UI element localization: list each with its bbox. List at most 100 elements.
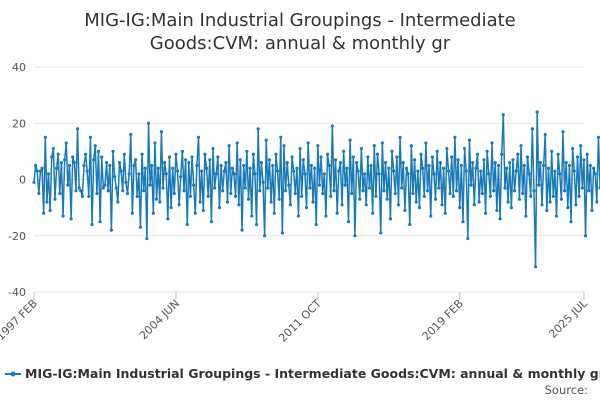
data-point[interactable] <box>54 166 59 170</box>
data-point[interactable] <box>566 206 570 210</box>
data-point[interactable] <box>417 206 422 210</box>
data-point[interactable] <box>259 161 263 165</box>
data-point[interactable] <box>167 155 172 159</box>
data-point[interactable] <box>266 186 270 190</box>
data-point[interactable] <box>53 197 57 201</box>
data-point[interactable] <box>298 146 302 151</box>
legend[interactable]: MIG-IG:Main Industrial Groupings - Inter… <box>5 366 600 381</box>
data-point[interactable] <box>300 194 304 198</box>
data-point[interactable] <box>404 166 409 170</box>
data-point[interactable] <box>475 152 480 156</box>
data-point[interactable] <box>96 149 101 153</box>
data-point[interactable] <box>571 146 575 151</box>
data-point[interactable] <box>217 206 222 210</box>
data-point[interactable] <box>256 127 260 131</box>
data-point[interactable] <box>371 211 375 215</box>
data-point[interactable] <box>472 203 476 207</box>
data-point[interactable] <box>40 166 44 170</box>
data-point[interactable] <box>363 172 367 176</box>
data-point[interactable] <box>93 144 97 148</box>
data-point[interactable] <box>330 124 334 128</box>
data-point[interactable] <box>367 186 372 190</box>
data-point[interactable] <box>117 161 122 165</box>
data-point[interactable] <box>419 152 423 156</box>
data-point[interactable] <box>340 203 344 207</box>
data-point[interactable] <box>138 225 143 229</box>
data-point[interactable] <box>219 163 223 168</box>
data-point[interactable] <box>251 152 255 156</box>
data-point[interactable] <box>514 169 518 173</box>
data-point[interactable] <box>493 161 497 165</box>
data-point[interactable] <box>316 144 320 148</box>
data-point[interactable] <box>153 141 157 145</box>
data-point[interactable] <box>556 152 560 156</box>
data-point[interactable] <box>462 146 467 151</box>
data-point[interactable] <box>567 163 572 168</box>
data-point[interactable] <box>317 183 322 187</box>
data-point[interactable] <box>382 189 386 193</box>
data-point[interactable] <box>427 163 431 168</box>
data-point[interactable] <box>327 163 331 168</box>
data-point[interactable] <box>109 228 114 232</box>
data-point[interactable] <box>461 220 465 224</box>
data-point[interactable] <box>464 169 468 173</box>
data-point[interactable] <box>485 149 489 153</box>
data-point[interactable] <box>392 169 396 173</box>
data-point[interactable] <box>304 206 309 210</box>
data-point[interactable] <box>158 200 162 204</box>
data-point[interactable] <box>501 113 505 117</box>
data-point[interactable] <box>287 183 291 187</box>
data-point[interactable] <box>134 158 138 162</box>
data-point[interactable] <box>456 158 460 162</box>
data-point[interactable] <box>64 141 68 145</box>
data-point[interactable] <box>454 189 459 193</box>
data-point[interactable] <box>495 208 499 213</box>
data-point[interactable] <box>356 169 360 173</box>
data-point[interactable] <box>422 194 426 198</box>
data-point[interactable] <box>482 158 486 162</box>
data-point[interactable] <box>293 191 297 196</box>
data-point[interactable] <box>433 197 438 201</box>
data-point[interactable] <box>279 135 283 139</box>
data-point[interactable] <box>58 191 62 196</box>
data-point[interactable] <box>575 155 580 159</box>
data-point[interactable] <box>235 141 239 145</box>
data-point[interactable] <box>324 214 328 218</box>
data-point[interactable] <box>364 203 368 207</box>
data-point[interactable] <box>187 161 191 165</box>
data-point[interactable] <box>66 183 70 187</box>
data-point[interactable] <box>448 191 452 196</box>
data-point[interactable] <box>80 194 84 198</box>
data-point[interactable] <box>343 183 347 187</box>
data-point[interactable] <box>285 161 289 165</box>
data-point[interactable] <box>540 203 544 207</box>
data-point[interactable] <box>588 163 592 168</box>
data-point[interactable] <box>506 200 510 204</box>
data-point[interactable] <box>127 172 131 176</box>
data-point[interactable] <box>74 189 78 193</box>
data-point[interactable] <box>193 211 197 215</box>
data-point[interactable] <box>108 163 112 168</box>
data-point[interactable] <box>203 152 207 156</box>
data-point[interactable] <box>192 183 196 187</box>
data-point[interactable] <box>90 222 94 227</box>
data-point[interactable] <box>508 161 512 165</box>
data-point[interactable] <box>164 172 168 176</box>
data-point[interactable] <box>230 166 234 170</box>
data-point[interactable] <box>480 191 484 196</box>
data-point[interactable] <box>425 189 430 193</box>
data-point[interactable] <box>383 161 388 165</box>
data-point[interactable] <box>172 191 176 196</box>
data-point[interactable] <box>209 220 213 224</box>
data-point[interactable] <box>414 200 418 204</box>
data-point[interactable] <box>211 146 215 151</box>
data-point[interactable] <box>413 158 417 162</box>
data-point[interactable] <box>87 194 91 198</box>
data-point[interactable] <box>42 211 46 215</box>
data-point[interactable] <box>543 132 547 137</box>
data-point[interactable] <box>124 180 128 184</box>
data-point[interactable] <box>311 200 315 204</box>
data-point[interactable] <box>403 208 407 213</box>
data-point[interactable] <box>585 152 589 156</box>
data-point[interactable] <box>156 166 160 170</box>
